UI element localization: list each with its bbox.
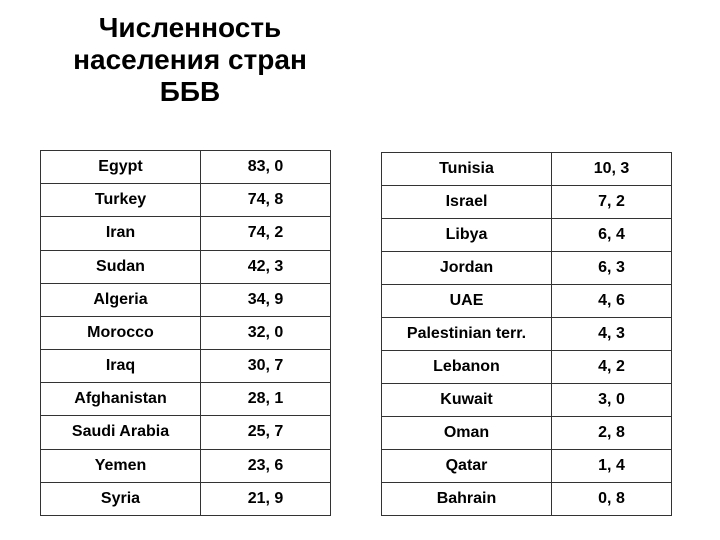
country-cell: Qatar [382,450,552,483]
table-row: Qatar1, 4 [382,450,672,483]
table-row: Tunisia10, 3 [382,153,672,186]
value-cell: 30, 7 [201,350,331,383]
value-cell: 4, 6 [552,285,672,318]
country-cell: Turkey [41,184,201,217]
value-cell: 28, 1 [201,383,331,416]
table-row: Lebanon4, 2 [382,351,672,384]
value-cell: 34, 9 [201,283,331,316]
country-cell: Kuwait [382,384,552,417]
country-cell: Saudi Arabia [41,416,201,449]
value-cell: 10, 3 [552,153,672,186]
table-row: Morocco32, 0 [41,316,331,349]
table-row: Saudi Arabia25, 7 [41,416,331,449]
value-cell: 2, 8 [552,417,672,450]
value-cell: 0, 8 [552,483,672,516]
table-row: Yemen23, 6 [41,449,331,482]
table-row: Bahrain0, 8 [382,483,672,516]
table-row: Sudan42, 3 [41,250,331,283]
table-row: Iraq30, 7 [41,350,331,383]
table-row: Iran74, 2 [41,217,331,250]
country-cell: Israel [382,186,552,219]
country-cell: Yemen [41,449,201,482]
country-cell: Egypt [41,151,201,184]
country-cell: Lebanon [382,351,552,384]
value-cell: 4, 3 [552,318,672,351]
value-cell: 1, 4 [552,450,672,483]
table-row: Algeria34, 9 [41,283,331,316]
country-cell: Syria [41,482,201,515]
country-cell: Oman [382,417,552,450]
table-row: Syria21, 9 [41,482,331,515]
tables-container: Egypt83, 0 Turkey74, 8 Iran74, 2 Sudan42… [40,150,700,516]
value-cell: 83, 0 [201,151,331,184]
country-cell: Palestinian terr. [382,318,552,351]
table-row: Palestinian terr.4, 3 [382,318,672,351]
country-cell: Bahrain [382,483,552,516]
table-row: UAE4, 6 [382,285,672,318]
country-cell: UAE [382,285,552,318]
value-cell: 74, 2 [201,217,331,250]
page-title: Численность населения стран ББВ [50,12,330,109]
table-row: Afghanistan28, 1 [41,383,331,416]
country-cell: Sudan [41,250,201,283]
value-cell: 3, 0 [552,384,672,417]
country-cell: Afghanistan [41,383,201,416]
value-cell: 42, 3 [201,250,331,283]
value-cell: 25, 7 [201,416,331,449]
country-cell: Jordan [382,252,552,285]
table-row: Jordan6, 3 [382,252,672,285]
value-cell: 32, 0 [201,316,331,349]
table-row: Oman2, 8 [382,417,672,450]
table-row: Libya6, 4 [382,219,672,252]
country-cell: Libya [382,219,552,252]
value-cell: 4, 2 [552,351,672,384]
table-row: Kuwait3, 0 [382,384,672,417]
value-cell: 21, 9 [201,482,331,515]
value-cell: 6, 3 [552,252,672,285]
value-cell: 74, 8 [201,184,331,217]
country-cell: Morocco [41,316,201,349]
country-cell: Tunisia [382,153,552,186]
country-cell: Iraq [41,350,201,383]
left-population-table: Egypt83, 0 Turkey74, 8 Iran74, 2 Sudan42… [40,150,331,516]
value-cell: 7, 2 [552,186,672,219]
country-cell: Algeria [41,283,201,316]
country-cell: Iran [41,217,201,250]
right-population-table: Tunisia10, 3 Israel7, 2 Libya6, 4 Jordan… [381,152,672,516]
value-cell: 6, 4 [552,219,672,252]
table-row: Egypt83, 0 [41,151,331,184]
table-row: Turkey74, 8 [41,184,331,217]
value-cell: 23, 6 [201,449,331,482]
table-row: Israel7, 2 [382,186,672,219]
